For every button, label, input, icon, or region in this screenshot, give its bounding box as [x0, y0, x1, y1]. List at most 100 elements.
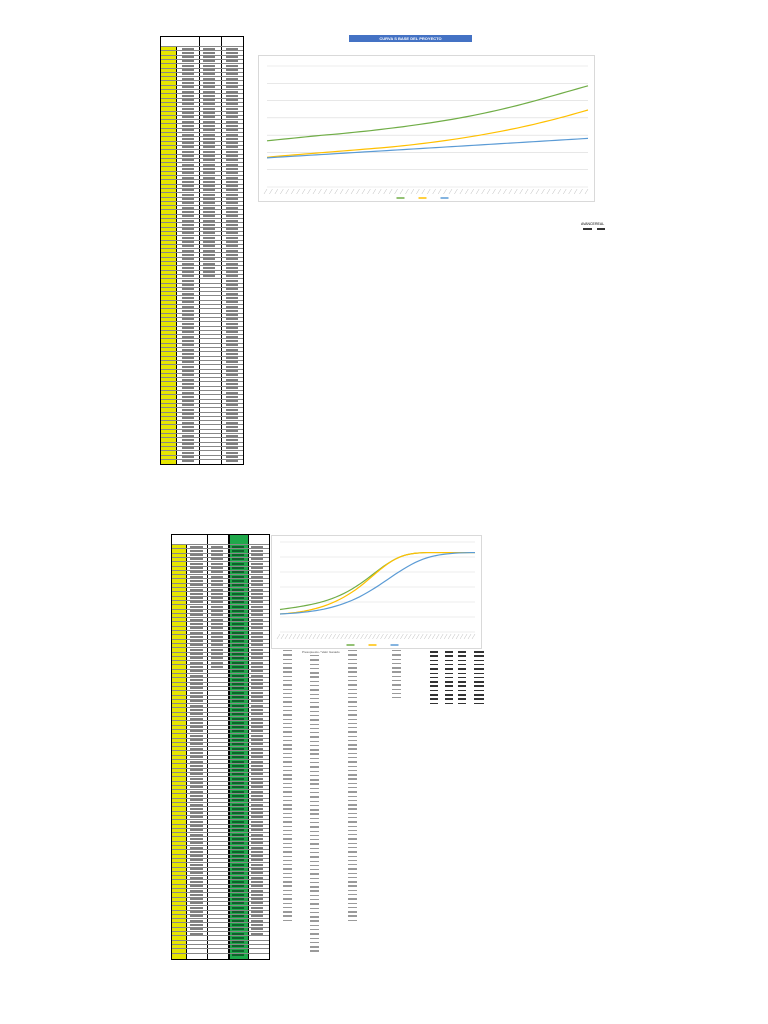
table-cell	[226, 305, 238, 308]
table-cell	[203, 176, 215, 179]
table-row	[161, 71, 243, 73]
table-row	[161, 437, 243, 439]
table-row	[172, 935, 269, 937]
table-cell	[203, 275, 215, 278]
table-cell	[182, 430, 194, 433]
table-cell	[232, 627, 244, 630]
x-tick-label	[584, 188, 589, 195]
table-cell	[182, 447, 194, 450]
table-row	[172, 612, 269, 614]
number-cell	[283, 915, 292, 917]
number-cell	[283, 701, 292, 703]
table-cell	[190, 575, 203, 578]
table-cell	[182, 443, 194, 446]
table-cell	[203, 94, 215, 97]
table-cell	[251, 648, 263, 651]
table-row	[161, 170, 243, 172]
table-cell	[182, 425, 194, 428]
table-row	[161, 110, 243, 112]
x-tick-label	[392, 633, 396, 640]
series-line-2	[266, 109, 589, 158]
table-cell	[232, 794, 244, 797]
table-cell	[226, 327, 238, 329]
number-cell	[392, 658, 401, 660]
number-cell	[348, 650, 357, 652]
table-cell	[182, 408, 194, 411]
table-cell	[232, 648, 244, 651]
table-cell	[251, 889, 263, 892]
series-line-1	[279, 551, 475, 611]
table-cell	[182, 374, 194, 377]
number-cell	[283, 834, 292, 836]
table-cell	[190, 747, 203, 750]
table-row	[161, 273, 243, 275]
table-row	[161, 54, 243, 56]
table-row	[172, 565, 269, 567]
table-cell	[226, 150, 238, 153]
x-tick-label	[424, 633, 428, 640]
table-cell	[190, 592, 203, 595]
table-cell	[190, 885, 203, 888]
table-cell	[226, 309, 238, 312]
x-tick-label	[508, 188, 513, 195]
table-cell	[251, 631, 263, 634]
table-cell	[226, 137, 238, 140]
x-tick-label	[432, 188, 436, 195]
table-cell	[251, 549, 263, 552]
number-cell	[348, 662, 357, 665]
table-cell	[182, 112, 194, 114]
table-row	[161, 84, 243, 86]
table-row	[161, 342, 243, 344]
table-row	[161, 299, 243, 301]
summary-cell	[445, 694, 453, 696]
number-cell	[310, 787, 319, 790]
table-cell	[226, 228, 238, 231]
x-tick-label	[463, 633, 468, 640]
table-cell	[182, 305, 194, 308]
table-cell	[232, 610, 244, 612]
table-cell	[251, 790, 263, 793]
number-cell	[348, 915, 357, 917]
table-cell	[226, 413, 238, 415]
x-tick-label	[535, 188, 540, 195]
table-row	[161, 248, 243, 250]
table-cell	[226, 51, 238, 54]
table-cell	[251, 932, 263, 935]
table-cell	[232, 880, 244, 883]
table-row	[161, 256, 243, 258]
number-cell	[348, 881, 357, 883]
table-row	[172, 763, 269, 765]
table-cell	[211, 635, 223, 638]
table-cell	[182, 301, 194, 304]
number-cell	[310, 663, 319, 665]
number-cell	[348, 791, 357, 793]
table-row	[172, 694, 269, 696]
table-cell	[232, 665, 244, 668]
number-cell	[310, 719, 319, 721]
table-cell	[203, 112, 215, 114]
table-cell	[182, 180, 194, 183]
number-cell	[310, 933, 319, 935]
number-cell	[283, 842, 292, 845]
table-cell	[226, 64, 238, 67]
table-cell	[251, 635, 263, 638]
table-cell	[226, 198, 238, 200]
table-cell	[226, 94, 238, 97]
table-row	[161, 265, 243, 267]
table-cell	[232, 683, 244, 686]
table-cell	[232, 932, 244, 935]
number-cell	[348, 829, 357, 832]
table-cell	[232, 670, 244, 673]
table-cell	[226, 69, 238, 71]
table-cell	[251, 906, 263, 909]
number-cell	[283, 765, 292, 767]
table-cell	[190, 704, 203, 707]
x-tick-label	[388, 633, 392, 640]
x-tick-label	[372, 633, 376, 640]
table-cell	[251, 618, 263, 621]
table-cell	[190, 597, 203, 600]
x-tick-label	[296, 188, 300, 195]
table-cell	[226, 387, 238, 390]
table-row	[172, 677, 269, 679]
table-row	[161, 50, 243, 52]
